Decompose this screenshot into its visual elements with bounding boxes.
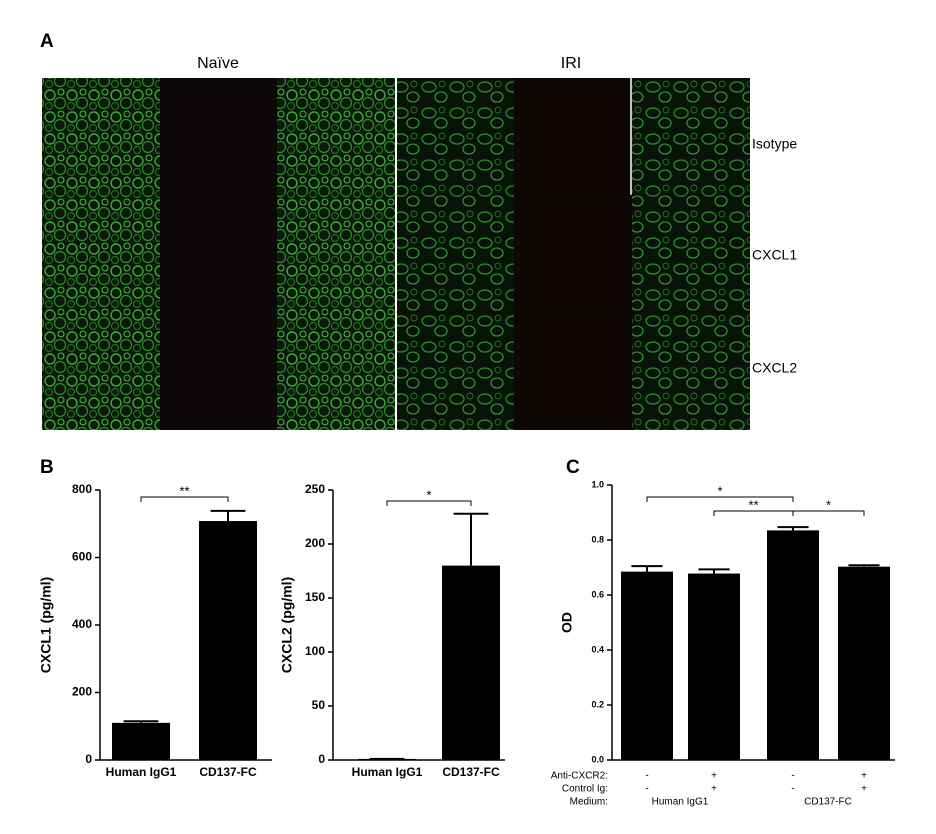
- micrograph: [632, 78, 750, 430]
- condition-value: +: [861, 771, 867, 782]
- panel-label: C: [566, 457, 580, 478]
- y-tick-label: 0.4: [591, 644, 604, 654]
- y-tick-label: 0: [318, 752, 325, 766]
- condition-label: Anti-CXCR2:: [551, 771, 608, 782]
- micrographs: [42, 78, 750, 430]
- x-tick-label: Human IgG1: [352, 765, 423, 779]
- condition-value: -: [645, 771, 648, 782]
- y-tick-label: 0: [85, 752, 92, 766]
- micrograph: [160, 78, 277, 430]
- condition-value: -: [791, 771, 794, 782]
- y-tick-label: 0.0: [591, 754, 604, 764]
- condition-value: +: [861, 784, 867, 795]
- y-tick-label: 0.8: [591, 534, 604, 544]
- medium-group: CD137-FC: [804, 797, 852, 808]
- y-axis-label: OD: [559, 612, 575, 633]
- y-tick-label: 200: [72, 685, 92, 699]
- y-tick-label: 800: [72, 482, 92, 496]
- bar: [688, 573, 740, 760]
- significance-bracket: [646, 496, 794, 502]
- micrograph: [277, 78, 395, 430]
- y-tick-label: 200: [305, 536, 325, 550]
- row-label: CXCL1: [752, 247, 797, 263]
- significance-bracket: [792, 510, 865, 516]
- y-tick-label: 100: [305, 644, 325, 658]
- bar: [621, 571, 673, 760]
- medium-group: Human IgG1: [652, 797, 709, 808]
- significance-bracket: [386, 500, 472, 506]
- row-label: Isotype: [752, 136, 797, 152]
- y-axis-label: CXCL1 (pg/ml): [38, 577, 54, 673]
- significance-label: **: [748, 497, 758, 512]
- medium-label: Medium:: [570, 797, 608, 808]
- y-tick-label: 600: [72, 550, 92, 564]
- column-label: Naïve: [197, 55, 239, 72]
- bar: [442, 565, 500, 760]
- micrograph: [397, 78, 514, 430]
- x-tick-label: Human IgG1: [106, 765, 177, 779]
- significance-label: *: [717, 483, 722, 498]
- condition-value: +: [711, 784, 717, 795]
- y-tick-label: 400: [72, 617, 92, 631]
- condition-value: -: [645, 784, 648, 795]
- bar: [112, 722, 170, 760]
- column-label: IRI: [561, 55, 581, 72]
- significance-label: *: [426, 487, 431, 502]
- y-tick-label: 0.6: [591, 589, 604, 599]
- panel-label: B: [40, 457, 54, 478]
- micrograph: [514, 78, 632, 430]
- x-tick-label: CD137-FC: [199, 765, 257, 779]
- y-tick-label: 50: [312, 698, 326, 712]
- condition-value: +: [711, 771, 717, 782]
- y-tick-label: 0.2: [591, 699, 604, 709]
- y-axis-label: CXCL2 (pg/ml): [279, 577, 295, 673]
- bar: [199, 521, 257, 760]
- significance-label: **: [179, 483, 189, 498]
- x-tick-label: CD137-FC: [442, 765, 500, 779]
- bar: [838, 566, 890, 760]
- y-tick-label: 150: [305, 590, 325, 604]
- condition-label: Control Ig:: [562, 784, 608, 795]
- panel-label: A: [40, 31, 54, 52]
- y-tick-label: 1.0: [591, 479, 604, 489]
- y-tick-label: 250: [305, 482, 325, 496]
- significance-label: *: [826, 497, 831, 512]
- bar: [767, 530, 819, 760]
- bar: [358, 758, 416, 760]
- row-label: CXCL2: [752, 360, 797, 376]
- condition-value: -: [791, 784, 794, 795]
- significance-bracket: [140, 496, 229, 502]
- micrograph: [42, 78, 160, 430]
